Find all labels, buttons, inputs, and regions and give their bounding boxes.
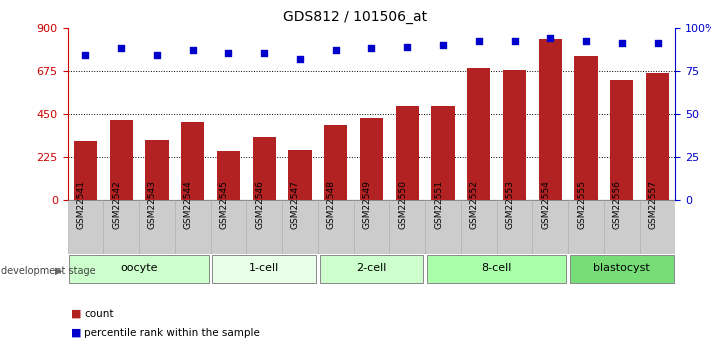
Bar <box>320 255 423 283</box>
Point <box>437 42 449 48</box>
Bar <box>604 200 640 254</box>
Bar <box>246 200 282 254</box>
Bar <box>427 255 567 283</box>
Bar <box>210 200 246 254</box>
Bar <box>570 255 673 283</box>
Bar <box>640 200 675 254</box>
Point <box>115 46 127 51</box>
Bar <box>360 118 383 200</box>
Text: GSM22555: GSM22555 <box>577 180 586 229</box>
Text: ■: ■ <box>71 328 82 338</box>
Text: GSM22543: GSM22543 <box>148 180 157 229</box>
Text: GSM22544: GSM22544 <box>183 180 193 229</box>
Point <box>402 44 413 49</box>
Text: GSM22545: GSM22545 <box>220 180 228 229</box>
Bar <box>646 73 669 200</box>
Text: GSM22554: GSM22554 <box>541 180 550 229</box>
Bar <box>70 255 209 283</box>
Bar <box>425 200 461 254</box>
Text: oocyte: oocyte <box>120 264 158 274</box>
Bar <box>282 200 318 254</box>
Text: GSM22549: GSM22549 <box>363 180 371 229</box>
Bar <box>610 80 634 200</box>
Text: GSM22542: GSM22542 <box>112 180 121 229</box>
Point <box>330 47 341 53</box>
Text: ▶: ▶ <box>55 266 63 276</box>
Point <box>616 40 628 46</box>
Bar <box>289 150 311 200</box>
Bar <box>467 68 491 200</box>
Text: GSM22541: GSM22541 <box>76 180 85 229</box>
Text: 2-cell: 2-cell <box>356 264 387 274</box>
Point <box>365 46 377 51</box>
Point <box>80 52 91 58</box>
Point <box>223 51 234 56</box>
Text: GSM22550: GSM22550 <box>398 180 407 229</box>
Text: GSM22552: GSM22552 <box>470 180 479 229</box>
Text: development stage: development stage <box>1 266 96 276</box>
Bar <box>175 200 210 254</box>
Bar <box>568 200 604 254</box>
Bar <box>503 70 526 200</box>
Bar <box>539 39 562 200</box>
Bar <box>324 125 348 200</box>
Bar <box>145 140 169 200</box>
Bar <box>390 200 425 254</box>
Text: GSM22548: GSM22548 <box>327 180 336 229</box>
Point <box>545 35 556 41</box>
Bar <box>74 141 97 200</box>
Bar <box>461 200 497 254</box>
Bar <box>139 200 175 254</box>
Text: 8-cell: 8-cell <box>481 264 512 274</box>
Point <box>259 51 270 56</box>
Bar <box>181 122 204 200</box>
Text: blastocyst: blastocyst <box>594 264 650 274</box>
Point <box>580 39 592 44</box>
Bar <box>432 106 454 200</box>
Bar <box>217 151 240 200</box>
Bar <box>574 56 598 200</box>
Text: GDS812 / 101506_at: GDS812 / 101506_at <box>284 10 427 24</box>
Text: ■: ■ <box>71 309 82 319</box>
Bar <box>318 200 353 254</box>
Text: GSM22553: GSM22553 <box>506 180 515 229</box>
Point <box>187 47 198 53</box>
Text: 1-cell: 1-cell <box>249 264 279 274</box>
Text: percentile rank within the sample: percentile rank within the sample <box>84 328 260 338</box>
Point <box>652 40 663 46</box>
Bar <box>533 200 568 254</box>
Text: GSM22556: GSM22556 <box>613 180 622 229</box>
Bar <box>395 106 419 200</box>
Bar <box>109 120 133 200</box>
Text: GSM22547: GSM22547 <box>291 180 300 229</box>
Point <box>294 56 306 61</box>
Point <box>151 52 163 58</box>
Point <box>509 39 520 44</box>
Text: GSM22557: GSM22557 <box>648 180 658 229</box>
Text: GSM22546: GSM22546 <box>255 180 264 229</box>
Bar <box>213 255 316 283</box>
Bar <box>497 200 533 254</box>
Bar <box>68 200 103 254</box>
Bar <box>353 200 390 254</box>
Point <box>473 39 484 44</box>
Text: count: count <box>84 309 113 319</box>
Bar <box>103 200 139 254</box>
Bar <box>252 137 276 200</box>
Text: GSM22551: GSM22551 <box>434 180 443 229</box>
